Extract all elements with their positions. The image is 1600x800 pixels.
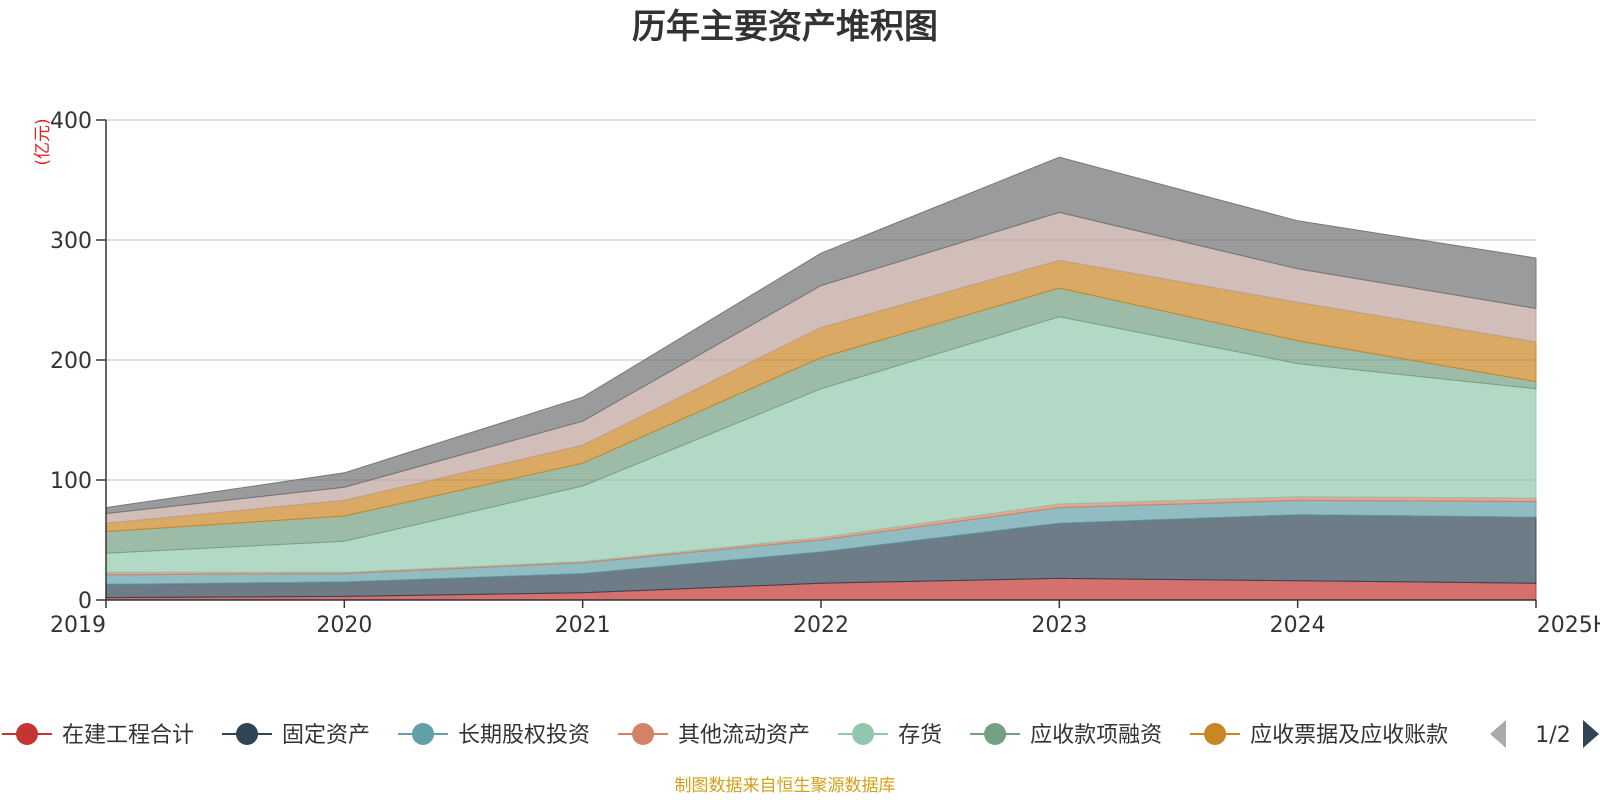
legend-item[interactable]: 长期股权投资: [398, 723, 590, 748]
legend: 在建工程合计 固定资产 长期股权投资 其他流动资产 存货 应收款项融资 应收票据及应收账款 1…: [2, 720, 1599, 748]
x-tick-label: 2025H1: [1537, 613, 1600, 638]
data-source-footer: 制图数据来自恒生聚源数据库: [675, 776, 896, 796]
legend-label: 其他流动资产: [678, 723, 810, 748]
y-tick-label: 100: [50, 469, 92, 494]
series-areas: [105, 156, 1537, 601]
legend-item[interactable]: 应收票据及应收账款: [1190, 723, 1448, 748]
y-tick-label: 0: [78, 589, 92, 614]
legend-label: 在建工程合计: [62, 723, 194, 748]
legend-item[interactable]: 在建工程合计: [2, 723, 194, 748]
axes: 0 100 200 300 400 2019 2020 2021 2022 2023 2024 202…: [50, 109, 1600, 638]
legend-label: 长期股权投资: [458, 723, 590, 748]
legend-item[interactable]: 应收款项融资: [970, 723, 1162, 748]
legend-label: 应收票据及应收账款: [1250, 723, 1448, 748]
x-tick-label: 2021: [555, 613, 611, 638]
legend-marker: [412, 723, 435, 745]
x-tick-label: 2019: [50, 613, 106, 638]
area-series-8: [105, 156, 1537, 515]
x-tick-label: 2022: [793, 613, 849, 638]
x-tick-label: 2024: [1270, 613, 1326, 638]
legend-page-indicator: 1/2: [1535, 723, 1570, 748]
legend-marker: [852, 723, 875, 745]
legend-prev-arrow-icon[interactable]: [1490, 720, 1506, 748]
legend-item[interactable]: 固定资产: [222, 723, 370, 748]
legend-label: 固定资产: [282, 723, 370, 748]
legend-marker: [236, 723, 259, 745]
chart-title: 历年主要资产堆积图: [632, 7, 938, 47]
y-tick-label: 200: [50, 349, 92, 374]
legend-label: 存货: [898, 723, 942, 748]
y-tick-label: 300: [50, 229, 92, 254]
legend-item[interactable]: 存货: [838, 723, 942, 748]
legend-label: 应收款项融资: [1030, 723, 1162, 748]
x-tick-label: 2023: [1031, 613, 1087, 638]
legend-marker: [984, 723, 1007, 745]
legend-marker: [16, 723, 38, 745]
legend-marker: [1204, 723, 1227, 745]
legend-marker: [632, 723, 655, 745]
legend-item[interactable]: 其他流动资产: [618, 723, 810, 748]
legend-next-arrow-icon[interactable]: [1583, 720, 1599, 748]
legend-pager: 1/2: [1490, 720, 1599, 748]
x-tick-label: 2020: [316, 613, 372, 638]
y-tick-label: 400: [50, 109, 92, 134]
y-axis-unit: (亿元): [33, 118, 53, 165]
